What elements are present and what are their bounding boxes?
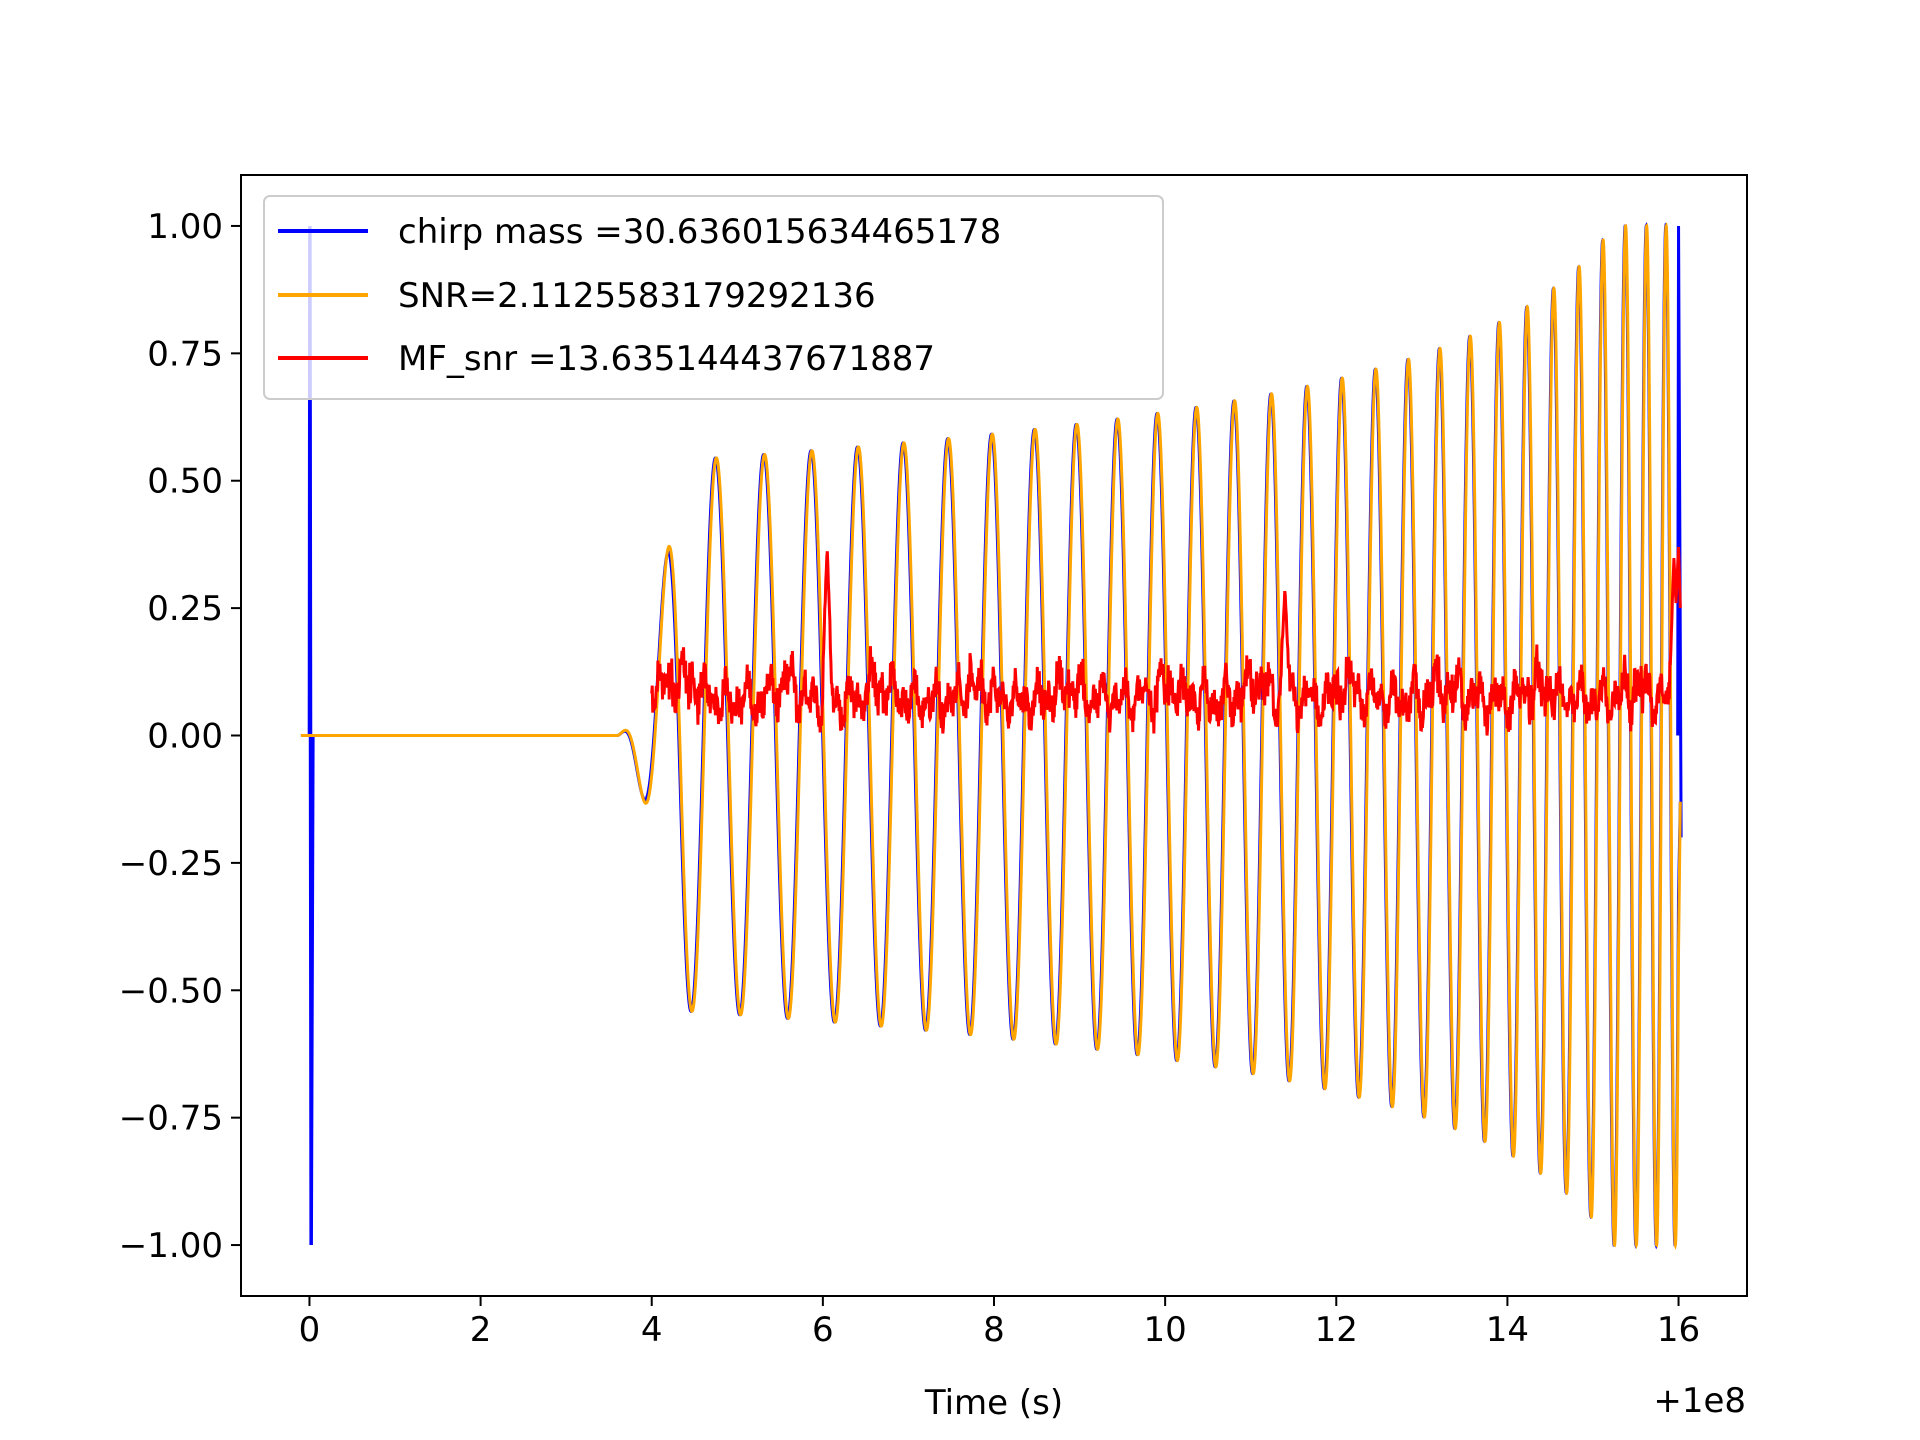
x-tick-label: 16 [1657, 1310, 1700, 1350]
legend-label-mf-snr: MF_snr =13.635144437671887 [398, 339, 935, 379]
y-tick-label: 0.75 [147, 334, 223, 374]
x-tick-label: 2 [470, 1310, 492, 1350]
y-tick-label: 1.00 [147, 207, 223, 247]
x-tick-label: 14 [1486, 1310, 1529, 1350]
ticks-layer: 0 2 4 6 8 10 12 14 16 1.00 0.75 0.50 0.25 0.00 −0.25 −0… [119, 207, 1700, 1350]
x-tick-label: 8 [983, 1310, 1005, 1350]
x-tick-label: 12 [1315, 1310, 1358, 1350]
y-tick-label: 0.00 [147, 717, 223, 757]
y-tick-label: −1.00 [119, 1226, 223, 1266]
legend-label-snr: SNR=2.1125583179292136 [398, 276, 876, 316]
x-tick-label: 6 [812, 1310, 834, 1350]
series-mf-snr-line [650, 546, 1682, 736]
x-tick-label: 0 [299, 1310, 321, 1350]
series-snr-line [300, 222, 1682, 1251]
y-tick-label: 0.50 [147, 462, 223, 502]
legend-box [263, 195, 1164, 400]
legend: chirp mass =30.636015634465178 SNR=2.112… [263, 195, 1164, 400]
x-tick-label: 10 [1144, 1310, 1187, 1350]
x-offset-label: +1e8 [1653, 1381, 1746, 1421]
y-tick-label: 0.25 [147, 589, 223, 629]
legend-label-chirp-mass: chirp mass =30.636015634465178 [398, 212, 1001, 252]
x-tick-label: 4 [641, 1310, 663, 1350]
series-layer [300, 221, 1683, 1251]
y-tick-label: −0.25 [119, 844, 223, 884]
y-tick-label: −0.75 [119, 1099, 223, 1139]
x-axis-label: Time (s) [924, 1383, 1063, 1423]
y-tick-label: −0.50 [119, 971, 223, 1011]
